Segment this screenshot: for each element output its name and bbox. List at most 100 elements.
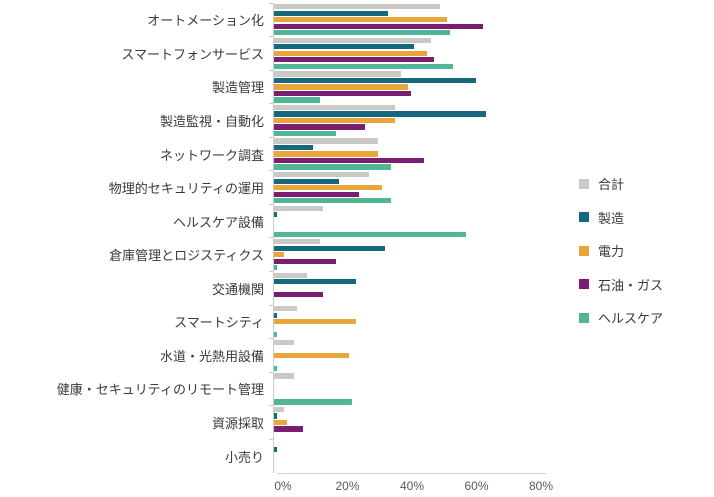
bar (274, 399, 353, 405)
category-label: 資源採取 (211, 416, 264, 432)
bar (274, 245, 385, 251)
bar (274, 17, 447, 23)
bar (274, 77, 477, 84)
bar (274, 198, 392, 204)
bar (274, 185, 382, 191)
bar-group (269, 136, 535, 171)
x-tick-label: 20% (335, 479, 360, 493)
bar (274, 272, 307, 278)
bar (274, 292, 323, 298)
bar (274, 90, 412, 97)
legend-label: 製造 (598, 210, 625, 226)
legend-item: 電力 (579, 241, 663, 260)
category-label: 製造監視・自動化 (159, 113, 264, 129)
category-group: ヘルスケア設備 (0, 203, 535, 238)
bar (274, 104, 395, 111)
bar (274, 306, 297, 312)
category-label: ネットワーク調査 (159, 147, 264, 163)
bar (274, 406, 284, 413)
bar (274, 339, 294, 346)
bar (274, 252, 284, 258)
bar (274, 84, 408, 90)
category-group: 資源採取 (0, 405, 535, 440)
legend: 合計製造電力石油・ガスヘルスケア (579, 174, 663, 327)
bar (274, 138, 379, 144)
bar (274, 319, 356, 325)
bar (274, 258, 336, 264)
category-label: 製造管理 (211, 80, 264, 96)
legend-item: 製造 (579, 208, 663, 227)
bar (274, 413, 278, 419)
category-group: スマートシティ (0, 304, 535, 339)
category-label: 小売り (224, 449, 264, 465)
bar (274, 352, 350, 359)
bar (274, 130, 336, 137)
bar-group (269, 2, 535, 37)
category-label: 水道・光熱用設備 (159, 348, 264, 364)
category-group: 製造管理 (0, 69, 535, 104)
x-tick-label: 60% (464, 479, 489, 493)
chart-rows: オートメーション化スマートフォンサービス製造管理製造監視・自動化 ネットワーク調査… (0, 2, 535, 473)
bar (274, 111, 487, 117)
x-tick-label: 80% (528, 479, 554, 493)
category-label: 交通機関 (211, 281, 264, 297)
bar (274, 239, 320, 245)
bar (274, 332, 278, 338)
bar (274, 71, 402, 77)
category-group: 倉庫管理とロジスティクス (0, 237, 535, 272)
legend-item: 合計 (579, 174, 663, 193)
category-group: 小売り (0, 438, 535, 473)
bar-group (269, 203, 535, 238)
legend-swatch-icon (579, 178, 589, 189)
bar (274, 365, 278, 372)
category-label: スマートシティ (174, 315, 264, 331)
bar (274, 419, 288, 426)
bar (274, 37, 431, 43)
bar (274, 44, 415, 50)
legend-item: 石油・ガス (579, 275, 663, 294)
bar (274, 151, 379, 157)
category-group: ネットワーク調査 (0, 136, 535, 171)
bar (274, 178, 340, 184)
bar-group (269, 371, 535, 406)
bar (274, 124, 366, 130)
legend-label: 電力 (598, 244, 625, 259)
bar (274, 10, 389, 16)
bar (274, 57, 434, 63)
category-label: 健康・セキュリティのリモート管理 (56, 382, 264, 398)
category-label: オートメーション化 (147, 13, 264, 29)
category-label: 倉庫管理とロジスティクス (109, 248, 264, 264)
bar (274, 157, 425, 164)
bar (274, 205, 323, 211)
bar (274, 30, 451, 36)
legend-label: ヘルスケア (598, 311, 664, 326)
bar-group (269, 338, 535, 373)
legend-swatch-icon (579, 245, 589, 256)
bar-group (269, 271, 535, 306)
legend-label: 石油・ガス (598, 277, 664, 293)
bar-group (269, 237, 535, 272)
category-group: オートメーション化 (0, 2, 535, 37)
x-axis-line (278, 473, 546, 474)
bar (274, 426, 304, 432)
bar (274, 191, 359, 197)
bar (274, 172, 369, 178)
bar (274, 212, 278, 218)
category-group: 製造監視・自動化 (0, 103, 535, 138)
bar (274, 265, 278, 271)
bar (274, 4, 441, 10)
bar (274, 164, 392, 170)
bar (274, 117, 395, 124)
bar (274, 312, 278, 318)
bar (274, 97, 320, 103)
bar (274, 373, 294, 379)
legend-swatch-icon (579, 212, 589, 222)
category-group: 交通機関 (0, 271, 535, 306)
category-group: 水道・光熱用設備 (0, 338, 535, 373)
bar-group (269, 304, 535, 339)
bar (274, 63, 454, 69)
x-tick-label: 0% (274, 479, 292, 493)
category-group: スマートフォンサービス (0, 36, 535, 71)
bar-group (269, 69, 535, 104)
